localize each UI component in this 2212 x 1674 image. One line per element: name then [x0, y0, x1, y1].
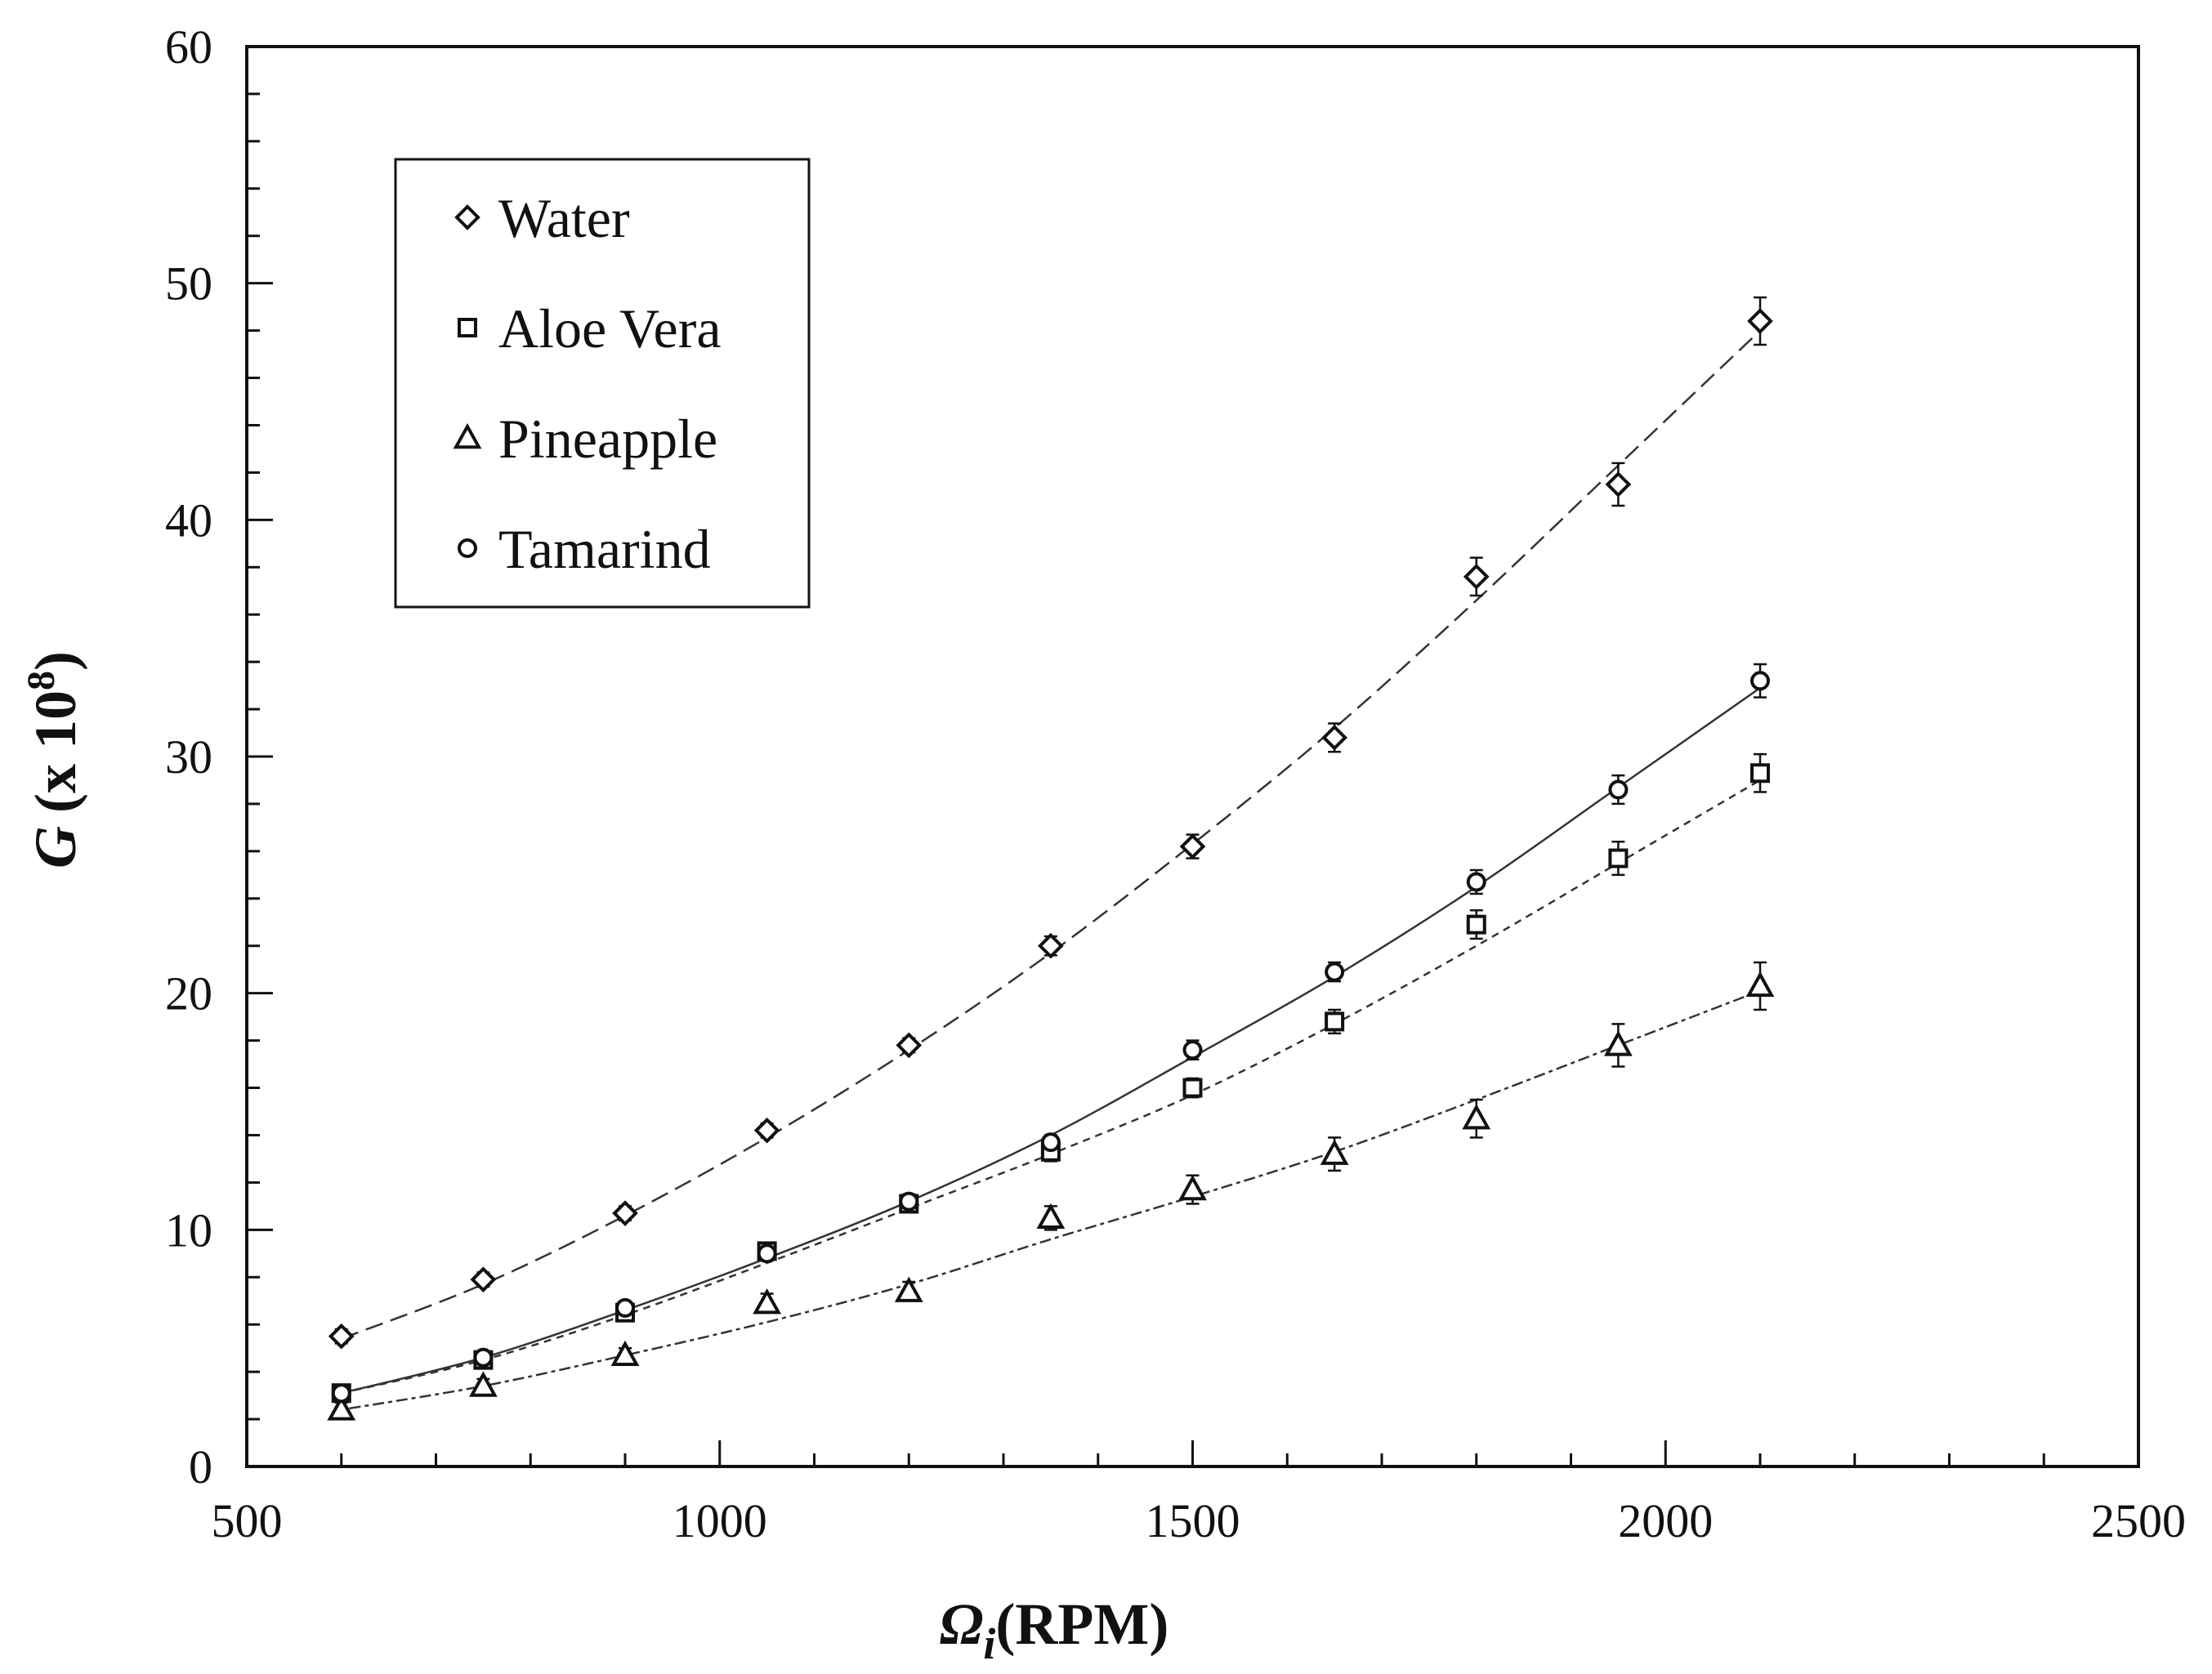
legend-marker-aloe-vera [458, 318, 477, 337]
x-axis-title: Ωi(RPM) [940, 1591, 1169, 1668]
point-water [328, 1323, 355, 1350]
point-water [753, 1117, 780, 1144]
x-axis-subscript: i [983, 1619, 995, 1668]
point-pineapple [1036, 1203, 1066, 1230]
y-tick-label: 0 [189, 1440, 212, 1493]
x-tick-labels: 500 1000 1500 2000 2500 [212, 1494, 2187, 1547]
point-aloe-vera [1750, 763, 1770, 783]
point-tamarind [1325, 962, 1345, 982]
fit-curve-tamarind [341, 686, 1761, 1395]
fit-curve-aloe-vera [341, 779, 1761, 1395]
legend-label-tamarind: Tamarind [498, 518, 711, 580]
point-tamarind [615, 1297, 635, 1318]
y-tick-label: 30 [165, 730, 212, 783]
y-tick-label: 50 [165, 257, 212, 310]
fit-curves [341, 329, 1761, 1411]
point-pineapple [1462, 1104, 1491, 1130]
legend-label-water: Water [498, 187, 630, 249]
point-pineapple [1603, 1030, 1633, 1056]
point-pineapple [468, 1371, 498, 1397]
legend-label-aloe-vera: Aloe Vera [498, 297, 722, 359]
point-aloe-vera [1325, 1011, 1345, 1032]
point-pineapple [753, 1288, 782, 1315]
fit-curve-water [341, 329, 1761, 1340]
point-water [1179, 833, 1206, 859]
point-tamarind [1608, 779, 1629, 800]
x-tick-label: 2500 [2091, 1494, 2186, 1547]
y-tick-label: 10 [165, 1203, 212, 1257]
y-tick-labels: 0 10 20 30 40 50 60 [165, 20, 212, 1493]
y-axis-prefix: (x 10 [23, 690, 88, 813]
point-tamarind [1466, 872, 1486, 892]
point-water [470, 1266, 497, 1292]
point-tamarind [331, 1383, 351, 1404]
y-axis-suffix: ) [23, 651, 88, 671]
point-water [1605, 471, 1632, 498]
x-axis-unit: (RPM) [995, 1591, 1169, 1657]
x-tick-label: 2000 [1618, 1494, 1713, 1547]
point-tamarind [899, 1191, 919, 1212]
point-water [1463, 564, 1490, 590]
point-water [1321, 724, 1347, 751]
point-pineapple [327, 1395, 356, 1421]
point-water [896, 1032, 923, 1059]
point-water [1747, 308, 1773, 334]
point-water [612, 1200, 638, 1226]
point-pineapple [610, 1340, 640, 1367]
axis-ticks [245, 45, 2140, 1468]
y-axis-symbol: G [23, 826, 88, 868]
y-axis-exponent: 8 [20, 671, 63, 690]
legend: Water Aloe Vera Pineapple Tamarind [394, 158, 811, 609]
x-tick-label: 1000 [673, 1494, 767, 1547]
point-tamarind [1182, 1040, 1203, 1060]
point-aloe-vera [1608, 848, 1629, 868]
point-aloe-vera [1466, 914, 1486, 935]
legend-box [394, 158, 811, 609]
point-pineapple [894, 1276, 923, 1302]
point-water [1038, 932, 1064, 959]
point-pineapple [1745, 971, 1775, 998]
legend-marker-pineapple [453, 422, 482, 449]
point-pineapple [1178, 1174, 1207, 1201]
x-tick-label: 1500 [1146, 1494, 1240, 1547]
point-aloe-vera [1182, 1078, 1203, 1098]
point-tamarind [473, 1347, 494, 1368]
legend-marker-water [454, 204, 480, 230]
y-tick-label: 20 [165, 967, 212, 1020]
y-axis-title: G (x 108) [20, 651, 88, 868]
point-pineapple [1320, 1139, 1349, 1165]
x-axis-symbol: Ω [940, 1591, 984, 1657]
point-tamarind [757, 1243, 777, 1264]
point-tamarind [1750, 671, 1770, 691]
data-points [327, 308, 1775, 1421]
legend-marker-tamarind [458, 538, 477, 558]
y-tick-label: 60 [165, 20, 212, 74]
x-tick-label: 500 [212, 1494, 283, 1547]
fit-curve-pineapple [341, 989, 1761, 1411]
legend-label-pineapple: Pineapple [498, 408, 717, 470]
y-tick-label: 40 [165, 493, 212, 547]
point-tamarind [1040, 1132, 1061, 1153]
